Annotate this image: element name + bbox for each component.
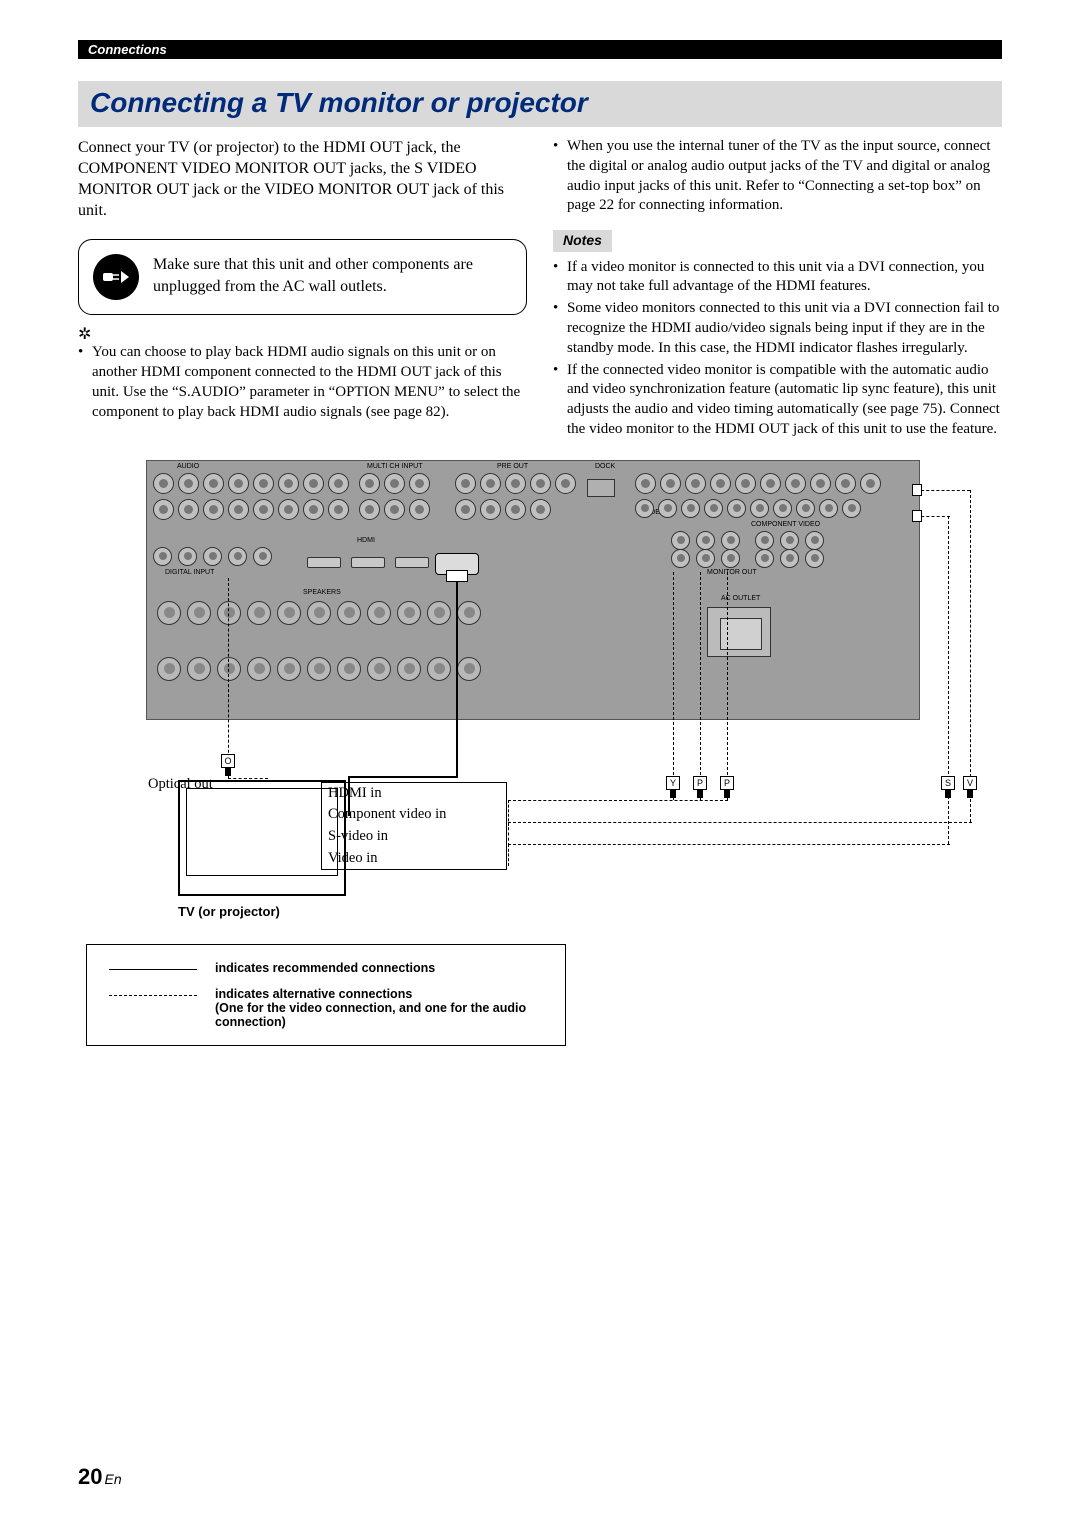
component-top: [671, 531, 740, 550]
page-title: Connecting a TV monitor or projector: [78, 81, 1002, 127]
right-column: When you use the internal tuner of the T…: [553, 137, 1002, 442]
receiver-back-panel: AUDIO MULTI CH INPUT PRE OUT DOCK S VIDE…: [146, 460, 920, 720]
side-plug-v: [912, 484, 922, 496]
svideo-row: [635, 499, 861, 518]
caution-text: Make sure that this unit and other compo…: [153, 254, 510, 297]
plug-pb-letter: P: [694, 777, 706, 789]
ac-outlet: [707, 607, 771, 657]
rca-top-row1: [153, 473, 349, 494]
rca-row2: [153, 499, 349, 520]
left-column: Connect your TV (or projector) to the HD…: [78, 137, 527, 442]
component-dvr: [755, 549, 824, 568]
hdmi-port-2: [351, 557, 385, 568]
caution-box: Make sure that this unit and other compo…: [78, 239, 527, 315]
plug-pr: P: [720, 776, 734, 798]
plug-o-letter: O: [222, 755, 234, 767]
notes-list: If a video monitor is connected to this …: [553, 258, 1002, 440]
lbl-preout: PRE OUT: [497, 463, 528, 470]
note-item-0: If a video monitor is connected to this …: [553, 258, 1002, 298]
lbl-audio: AUDIO: [177, 463, 199, 470]
lbl-component: COMPONENT VIDEO: [751, 521, 820, 528]
component-monout: [671, 549, 740, 568]
label-optical-out: Optical out: [148, 776, 213, 793]
plug-optical: O: [221, 754, 235, 776]
right-top-list: When you use the internal tuner of the T…: [553, 137, 1002, 216]
label-hdmi-in-text: HDMI in: [328, 785, 382, 802]
legend-dashed-text1: indicates alternative connections: [215, 987, 547, 1001]
plug-s-letter: S: [942, 777, 954, 789]
right-top-item: When you use the internal tuner of the T…: [553, 137, 1002, 216]
dock-port: [587, 479, 615, 497]
hdmi-port-1: [307, 557, 341, 568]
digital-in-row: [153, 547, 272, 566]
label-svideo-in-text: S-video in: [328, 828, 388, 845]
tip-list: You can choose to play back HDMI audio s…: [78, 343, 527, 422]
label-hdmi-in: HDMI in: [321, 782, 507, 804]
component-top2: [755, 531, 824, 550]
lbl-monout: MONITOR OUT: [707, 569, 757, 576]
label-component-in-text: Component video in: [328, 806, 446, 823]
lbl-hdmi: HDMI: [357, 537, 375, 544]
legend-dashed-text: indicates alternative connections (One f…: [215, 987, 547, 1029]
connection-diagram: AUDIO MULTI CH INPUT PRE OUT DOCK S VIDE…: [78, 460, 1002, 1080]
lbl-speakers: SPEAKERS: [303, 589, 341, 596]
intro-text: Connect your TV (or projector) to the HD…: [78, 137, 527, 221]
tv-screen: [186, 788, 338, 876]
legend-box: indicates recommended connections indica…: [86, 944, 566, 1046]
legend-dashed-text2: (One for the video connection, and one f…: [215, 1001, 547, 1029]
rca-top-preout: [455, 473, 576, 494]
legend-dashed-row: indicates alternative connections (One f…: [109, 987, 547, 1029]
unplug-icon: [93, 254, 139, 300]
body-columns: Connect your TV (or projector) to the HD…: [78, 137, 1002, 442]
notes-label: Notes: [553, 230, 612, 251]
label-component-in: Component video in: [321, 804, 507, 826]
spk-row2: [157, 657, 481, 681]
label-svideo-in: S-video in: [321, 826, 507, 848]
note-item-1: Some video monitors connected to this un…: [553, 299, 1002, 358]
side-plug-s: [912, 510, 922, 522]
page-number-value: 20: [78, 1464, 102, 1489]
rca-row2b: [359, 499, 430, 520]
plug-y: Y: [666, 776, 680, 798]
plug-v-letter: V: [964, 777, 976, 789]
lbl-multi: MULTI CH INPUT: [367, 463, 422, 470]
plug-pb: P: [693, 776, 707, 798]
plug-v: V: [963, 776, 977, 798]
rca-top-video: [635, 473, 881, 494]
plug-y-letter: Y: [667, 777, 679, 789]
notes-label-text: Notes: [563, 232, 602, 248]
tv-caption: TV (or projector): [178, 904, 280, 919]
tip-item: You can choose to play back HDMI audio s…: [78, 343, 527, 422]
legend-dashed-line: [109, 995, 197, 996]
page-title-text: Connecting a TV monitor or projector: [90, 87, 588, 118]
legend-solid-text: indicates recommended connections: [215, 961, 435, 975]
rca-row2c: [455, 499, 551, 520]
page-number-suffix: En: [104, 1471, 121, 1487]
lbl-digin: DIGITAL INPUT: [165, 569, 214, 576]
legend-solid-line: [109, 969, 197, 970]
lbl-dock: DOCK: [595, 463, 615, 470]
section-header: Connections: [78, 40, 1002, 59]
hdmi-port-3: [395, 557, 429, 568]
plug-pr-letter: P: [721, 777, 733, 789]
section-header-text: Connections: [88, 42, 167, 57]
plug-s: S: [941, 776, 955, 798]
note-item-2: If the connected video monitor is compat…: [553, 361, 1002, 440]
label-video-in-text: Video in: [328, 850, 377, 867]
rca-top-multich: [359, 473, 430, 494]
tip-icon: ✲: [78, 327, 527, 343]
legend-solid-row: indicates recommended connections: [109, 961, 547, 975]
page-number: 20En: [78, 1464, 122, 1490]
label-video-in: Video in: [321, 848, 507, 870]
spk-row1: [157, 601, 481, 625]
